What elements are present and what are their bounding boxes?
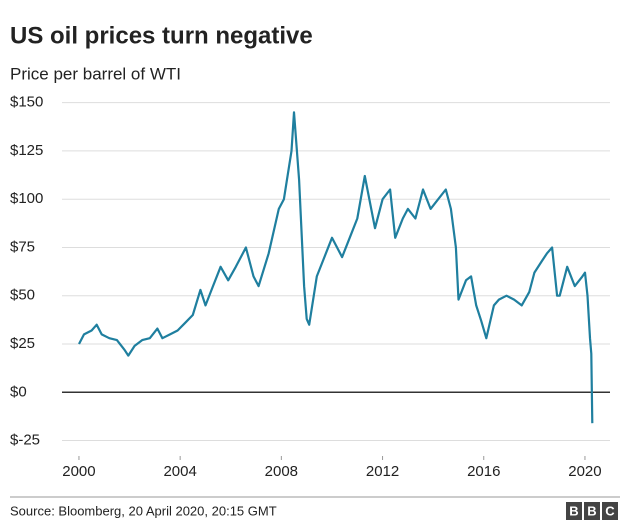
logo-letter: C: [605, 503, 615, 518]
x-tick-label: 2012: [366, 463, 399, 480]
chart-subtitle: Price per barrel of WTI: [10, 64, 181, 83]
x-tick-label: 2004: [163, 463, 196, 480]
y-tick-label: $50: [10, 287, 35, 304]
x-tick-label: 2020: [568, 463, 601, 480]
y-tick-label: $0: [10, 383, 27, 400]
price-line: [78, 111, 594, 424]
y-tick-label: $125: [10, 142, 43, 159]
chart-title: US oil prices turn negative: [10, 22, 313, 49]
y-tick-label: $150: [10, 94, 43, 111]
logo-box: [566, 502, 582, 520]
logo-box: [584, 502, 600, 520]
logo-letter: B: [587, 503, 596, 518]
y-tick-label: $100: [10, 190, 43, 207]
x-tick-label: 2016: [467, 463, 500, 480]
logo-letter: B: [569, 503, 578, 518]
source: Source: Bloomberg, 20 April 2020, 20:15 …: [10, 503, 277, 518]
x-tick-label: 2008: [265, 463, 298, 480]
y-tick-label: $-25: [10, 432, 40, 449]
logo-box: [602, 502, 618, 520]
logo: B B C: [566, 502, 618, 520]
x-tick-label: 2000: [62, 463, 95, 480]
y-tick-label: $75: [10, 238, 35, 255]
y-tick-label: $25: [10, 335, 35, 352]
